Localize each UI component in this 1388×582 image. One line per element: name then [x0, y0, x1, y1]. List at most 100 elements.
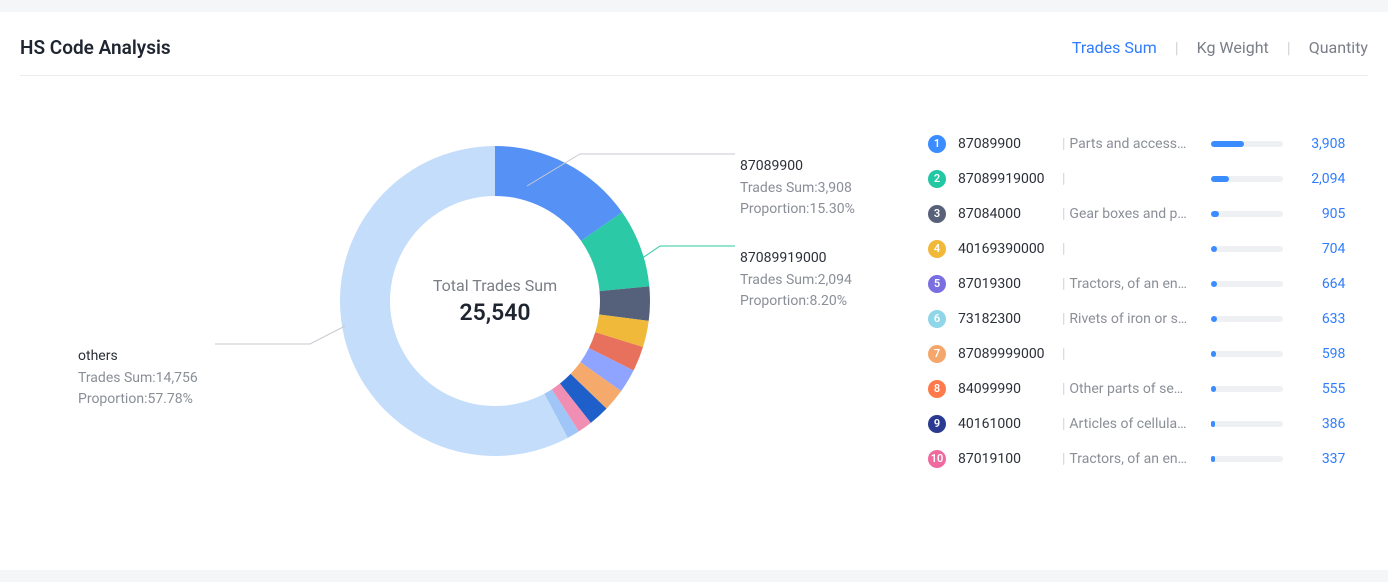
rank-code: 87019100: [958, 451, 1058, 467]
rank-code: 87089900: [958, 136, 1058, 152]
rank-row[interactable]: 673182300|Rivets of iron or s…633: [928, 301, 1358, 336]
rank-value: 664: [1297, 276, 1345, 292]
rank-row[interactable]: 5 87019300|Tractors, of an en… 664: [928, 266, 1358, 301]
rank-description: Tractors, of an en…: [1069, 276, 1199, 292]
donut-chart-area: Total Trades Sum 25,540 87089900Trades S…: [20, 96, 928, 550]
page-title: HS Code Analysis: [20, 36, 171, 59]
rank-code: 40169390000: [958, 241, 1058, 257]
rank-badge: 6: [928, 310, 946, 328]
rank-row[interactable]: 1087019100|Tractors, of an en…337: [928, 441, 1358, 476]
rank-bar-fill: [1211, 421, 1215, 427]
rank-bar: [1211, 316, 1283, 322]
callout-line: Proportion:57.78%: [78, 389, 198, 411]
rank-row[interactable]: 7 87089999000| 598: [928, 336, 1358, 371]
tab-trades-sum[interactable]: Trades Sum: [1072, 38, 1157, 57]
rank-separator: |: [1062, 136, 1065, 152]
rank-row[interactable]: 2 87089919000| 2,094: [928, 161, 1358, 196]
rank-badge: 3: [928, 205, 946, 223]
rank-code: 73182300: [958, 311, 1058, 327]
leader-line: [638, 246, 735, 261]
rank-badge: 9: [928, 415, 946, 433]
rank-description: Gear boxes and p…: [1069, 206, 1199, 222]
rank-bar: [1211, 421, 1283, 427]
callout-87089919000: 87089919000Trades Sum:2,094Proportion:8.…: [740, 248, 852, 313]
rank-badge: 5: [928, 275, 946, 293]
rank-value: 905: [1297, 206, 1345, 222]
rank-bar-fill: [1211, 141, 1244, 147]
rank-description: Articles of cellula…: [1069, 416, 1199, 432]
tab-separator: |: [1287, 38, 1291, 57]
rank-value: 704: [1297, 241, 1345, 257]
rank-bar: [1211, 246, 1283, 252]
rank-code: 87019300: [958, 276, 1058, 292]
callout-code: others: [78, 346, 198, 368]
rank-value: 386: [1297, 416, 1345, 432]
rank-separator: |: [1062, 311, 1065, 327]
rank-list: 187089900|Parts and access…3,90828708991…: [928, 96, 1368, 550]
rank-separator: |: [1062, 276, 1065, 292]
rank-value: 2,094: [1297, 171, 1345, 187]
rank-separator: |: [1062, 451, 1065, 467]
rank-value: 3,908: [1297, 136, 1345, 152]
rank-bar-fill: [1211, 246, 1217, 252]
tab-separator: |: [1175, 38, 1179, 57]
callout-line: Proportion:8.20%: [740, 291, 852, 313]
rank-value: 555: [1297, 381, 1345, 397]
rank-code: 87089919000: [958, 171, 1058, 187]
rank-badge: 8: [928, 380, 946, 398]
rank-bar-fill: [1211, 316, 1216, 322]
callout-line: Trades Sum:14,756: [78, 368, 198, 390]
metric-tabs: Trades Sum | Kg Weight | Quantity: [1072, 38, 1368, 57]
rank-bar: [1211, 456, 1283, 462]
callout-line: Trades Sum:2,094: [740, 270, 852, 292]
tab-quantity[interactable]: Quantity: [1309, 38, 1368, 57]
rank-separator: |: [1062, 241, 1065, 257]
rank-bar-fill: [1211, 176, 1229, 182]
callout-line: Trades Sum:3,908: [740, 178, 855, 200]
rank-bar: [1211, 211, 1283, 217]
rank-row[interactable]: 387084000|Gear boxes and p…905: [928, 196, 1358, 231]
rank-code: 84099990: [958, 381, 1058, 397]
leader-line: [215, 326, 345, 344]
rank-separator: |: [1062, 381, 1065, 397]
rank-row[interactable]: 1 87089900|Parts and access… 3,908: [928, 126, 1358, 161]
rank-bar-fill: [1211, 386, 1216, 392]
callout-code: 87089919000: [740, 248, 852, 270]
rank-row[interactable]: 9 40161000|Articles of cellula… 386: [928, 406, 1358, 441]
rank-value: 337: [1297, 451, 1345, 467]
rank-description: Tractors, of an en…: [1069, 451, 1199, 467]
donut-chart: [340, 146, 650, 456]
rank-bar: [1211, 281, 1283, 287]
callout-code: 87089900: [740, 156, 855, 178]
rank-bar: [1211, 176, 1283, 182]
callout-line: Proportion:15.30%: [740, 199, 855, 221]
rank-separator: |: [1062, 171, 1065, 187]
rank-bar: [1211, 141, 1283, 147]
rank-row[interactable]: 8 84099990|Other parts of se… 555: [928, 371, 1358, 406]
panel-content: Total Trades Sum 25,540 87089900Trades S…: [20, 76, 1368, 550]
rank-bar-fill: [1211, 211, 1219, 217]
rank-badge: 4: [928, 240, 946, 258]
rank-row[interactable]: 4 40169390000| 704: [928, 231, 1358, 266]
rank-separator: |: [1062, 346, 1065, 362]
panel-header: HS Code Analysis Trades Sum | Kg Weight | Qu…: [20, 36, 1368, 76]
rank-value: 598: [1297, 346, 1345, 362]
rank-bar: [1211, 351, 1283, 357]
rank-description: Parts and access…: [1069, 136, 1199, 152]
rank-badge: 7: [928, 345, 946, 363]
callout-others: othersTrades Sum:14,756Proportion:57.78%: [78, 346, 198, 411]
callout-87089900: 87089900Trades Sum:3,908Proportion:15.30…: [740, 156, 855, 221]
tab-kg-weight[interactable]: Kg Weight: [1197, 38, 1269, 57]
rank-badge: 1: [928, 135, 946, 153]
analysis-panel: HS Code Analysis Trades Sum | Kg Weight | Qu…: [0, 12, 1388, 570]
rank-separator: |: [1062, 416, 1065, 432]
rank-code: 40161000: [958, 416, 1058, 432]
rank-description: Rivets of iron or s…: [1069, 311, 1199, 327]
rank-bar-fill: [1211, 456, 1215, 462]
rank-bar-fill: [1211, 351, 1216, 357]
rank-bar: [1211, 386, 1283, 392]
rank-badge: 2: [928, 170, 946, 188]
rank-code: 87089999000: [958, 346, 1058, 362]
rank-code: 87084000: [958, 206, 1058, 222]
rank-description: Other parts of se…: [1069, 381, 1199, 397]
